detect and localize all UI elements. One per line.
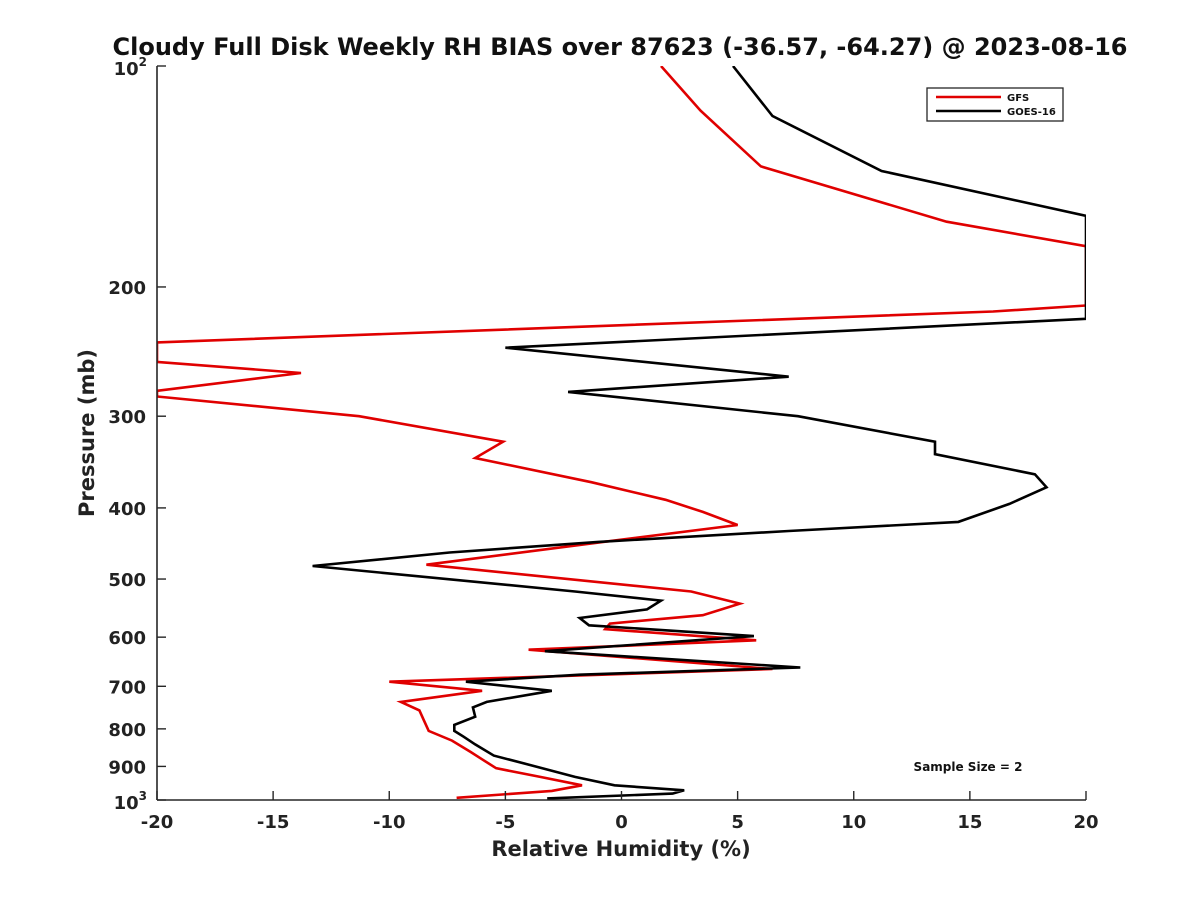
legend-entry-label: GOES-16 bbox=[1007, 107, 1056, 118]
y-tick-label: 200 bbox=[108, 278, 146, 299]
sample-size-annotation: Sample Size = 2 bbox=[914, 760, 1023, 774]
series-line-gfs bbox=[157, 66, 1086, 800]
y-tick-label: 800 bbox=[108, 720, 146, 741]
legend-entry-label: GFS bbox=[1007, 93, 1029, 104]
x-tick-label: 0 bbox=[615, 812, 628, 833]
x-axis-label: Relative Humidity (%) bbox=[491, 837, 750, 861]
x-tick-label: 10 bbox=[841, 812, 866, 833]
x-tick-label: 20 bbox=[1073, 812, 1098, 833]
chart-title: Cloudy Full Disk Weekly RH BIAS over 876… bbox=[113, 33, 1128, 61]
plot-area: -20 -15 -10 -5 0 5 10 15 20 102 200 300 400 500 600 700… bbox=[108, 55, 1098, 833]
y-tick-label: 400 bbox=[108, 499, 146, 520]
x-tick-label: -10 bbox=[373, 812, 406, 833]
legend-box bbox=[926, 87, 1064, 122]
y-axis-label: Pressure (mb) bbox=[75, 349, 99, 517]
y-tick-label: 103 bbox=[114, 789, 147, 814]
series-line-goes-16 bbox=[312, 66, 1086, 800]
x-tick-label: -15 bbox=[257, 812, 290, 833]
x-tick-label: 15 bbox=[957, 812, 982, 833]
x-tick-label: -20 bbox=[141, 812, 174, 833]
y-tick-label: 500 bbox=[108, 570, 146, 591]
y-tick-label: 600 bbox=[108, 628, 146, 649]
y-tick-label: 300 bbox=[108, 407, 146, 428]
series-group bbox=[157, 66, 1086, 800]
y-tick-label: 102 bbox=[114, 55, 147, 80]
y-tick-label: 700 bbox=[108, 677, 146, 698]
legend: GFS GOES-16 bbox=[926, 87, 1064, 122]
x-tick-label: 5 bbox=[731, 812, 744, 833]
y-tick-label: 900 bbox=[108, 757, 146, 778]
x-tick-label: -5 bbox=[495, 812, 515, 833]
